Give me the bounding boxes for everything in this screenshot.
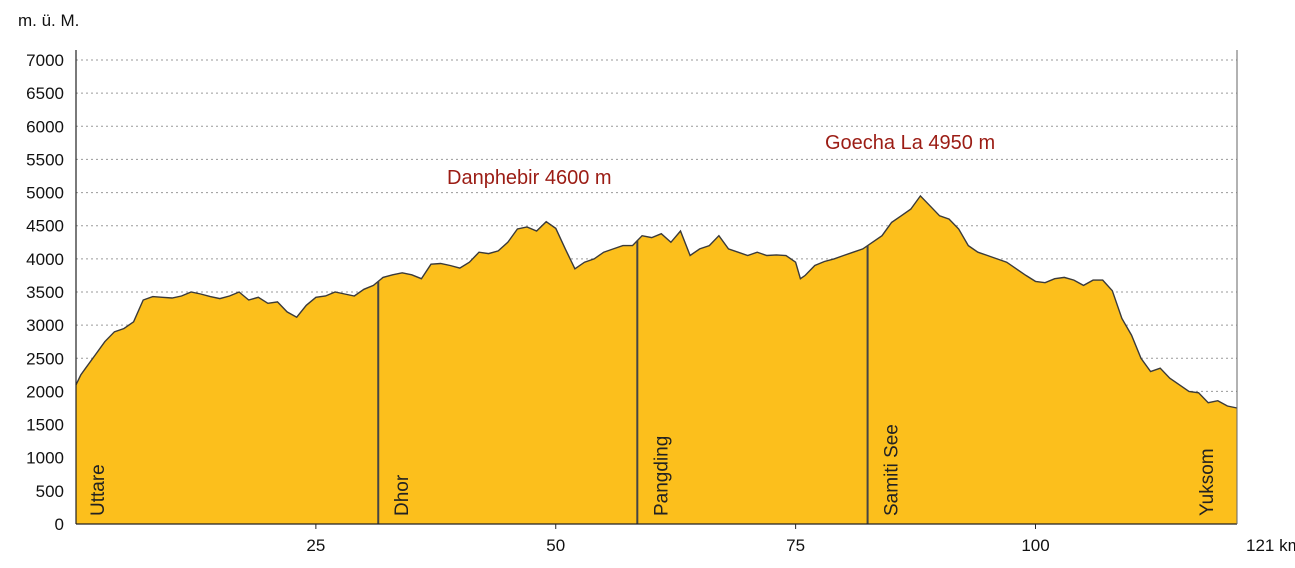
y-tick-label-0: 0 [55,515,64,534]
y-tick-label-5000: 5000 [26,184,64,203]
place-label-pangding: Pangding [651,436,672,516]
y-tick-label-6000: 6000 [26,117,64,136]
peak-label-danphebir: Danphebir 4600 m [447,167,612,189]
place-label-dhor: Dhor [392,474,413,516]
peak-label-goecha-la: Goecha La 4950 m [825,132,995,154]
elevation-area [76,195,1237,524]
y-tick-label-7000: 7000 [26,51,64,70]
x-tick-label-100: 100 [1021,536,1049,555]
y-tick-label-2500: 2500 [26,349,64,368]
x-tick-label-50: 50 [546,536,565,555]
y-tick-label-1500: 1500 [26,416,64,435]
y-tick-label-5500: 5500 [26,150,64,169]
x-tick-label-75: 75 [786,536,805,555]
label-layer: m. ü. M. 121 km Danphebir 4600 m Goecha … [18,11,1295,555]
y-tick-label-1000: 1000 [26,449,64,468]
y-tick-label-3500: 3500 [26,283,64,302]
place-label-yuksom: Yuksom [1197,448,1218,516]
y-tick-label-4500: 4500 [26,217,64,236]
x-axis-unit-label: 121 km [1246,536,1295,555]
y-tick-label-3000: 3000 [26,316,64,335]
marker-layer: Uttare Dhor Pangding Samiti See Yuksom [88,240,1218,524]
y-tick-label-500: 500 [36,482,64,501]
y-axis-unit-label: m. ü. M. [18,11,79,30]
place-label-uttare: Uttare [88,464,109,516]
y-tick-label-4000: 4000 [26,250,64,269]
y-tick-label-2000: 2000 [26,382,64,401]
axis-layer: 0 500 1000 1500 2000 2500 3000 3500 4000 4500 5000… [26,50,1238,555]
x-tick-label-25: 25 [306,536,325,555]
y-tick-label-6500: 6500 [26,84,64,103]
area-layer [75,194,1238,524]
place-label-samiti-see: Samiti See [882,424,903,516]
elevation-line [75,194,1238,409]
